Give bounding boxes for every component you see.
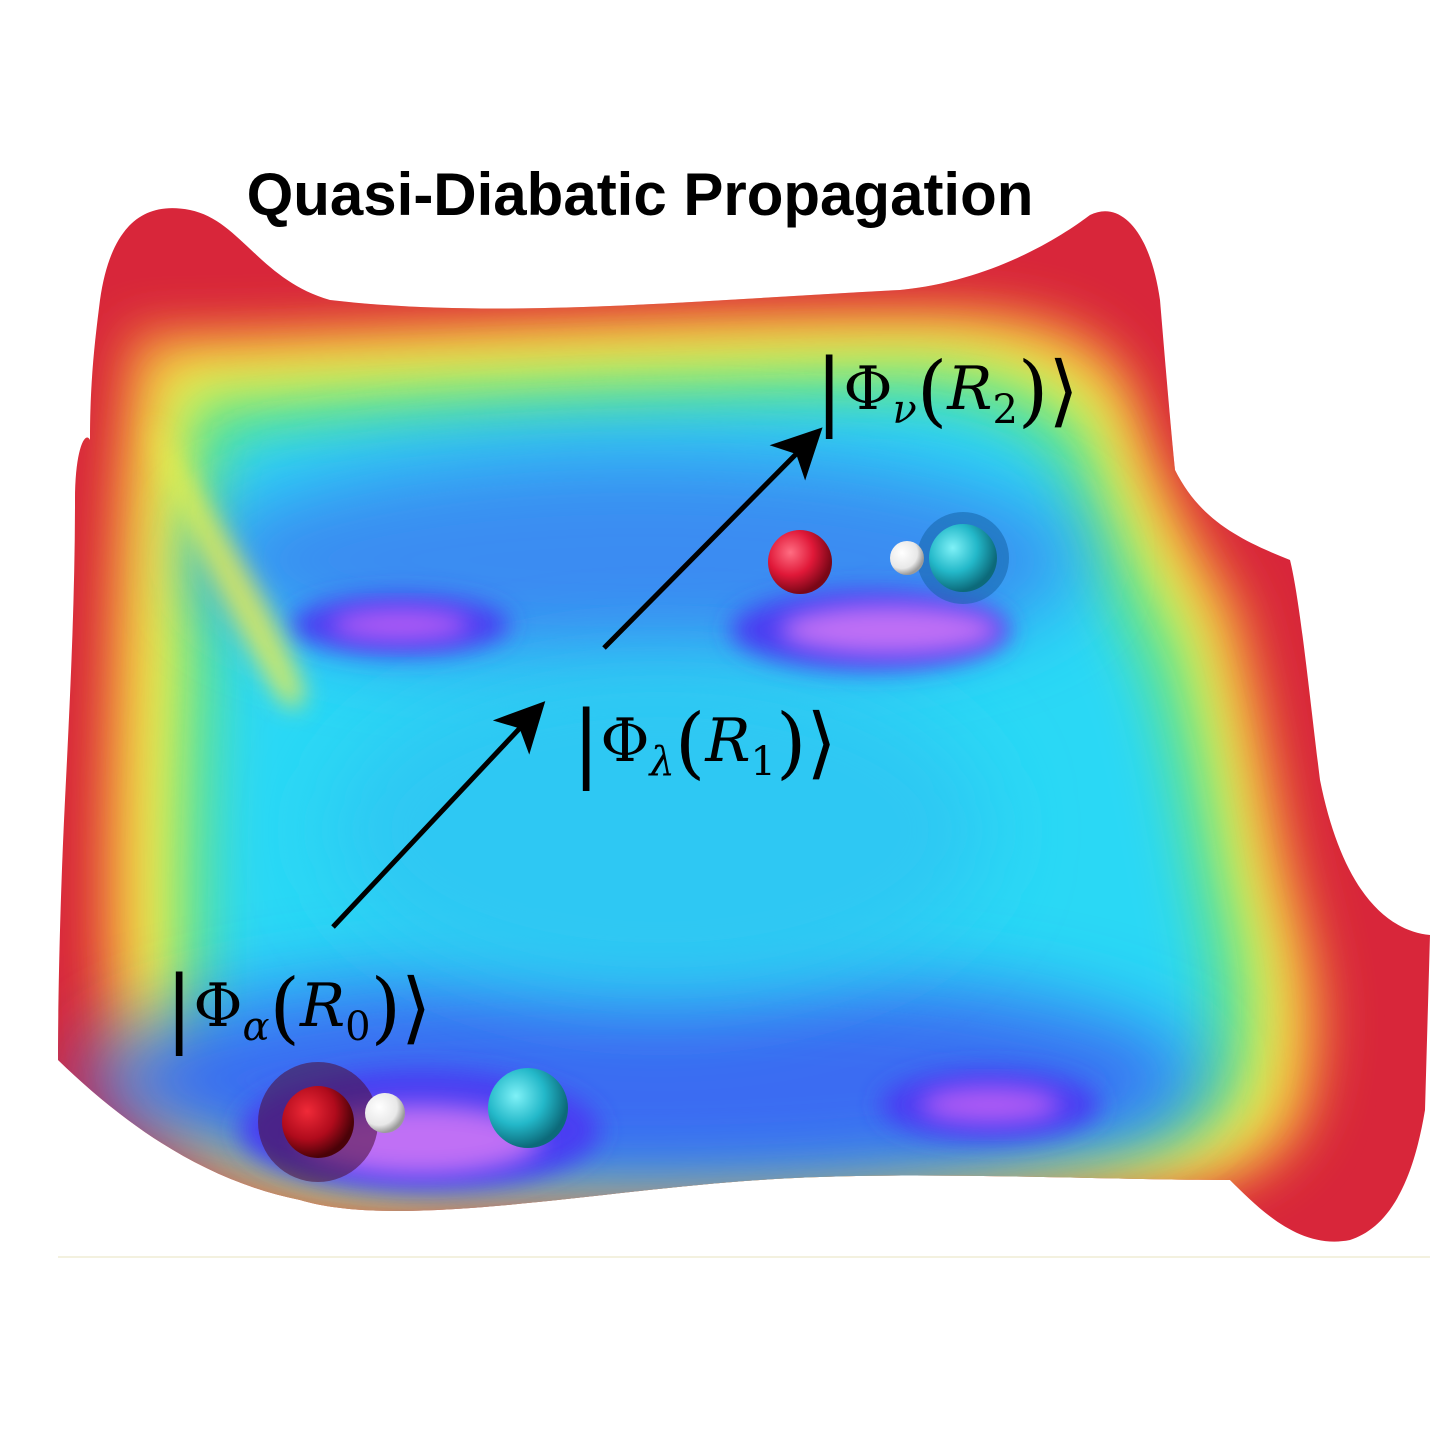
ket-R: R: [299, 971, 346, 1041]
ket-close-paren: ): [775, 698, 807, 788]
figure-title: Quasi-Diabatic Propagation: [246, 161, 1034, 228]
ket-angle: ⟩: [1048, 346, 1079, 436]
ket-open-paren: (: [269, 963, 300, 1053]
arrow-r1-to-r2: [602, 427, 823, 650]
ket-R: R: [705, 706, 751, 776]
ket-open-paren: (: [674, 698, 706, 788]
lower-white-atom: [365, 1093, 405, 1133]
ket-angle: ⟩: [401, 963, 432, 1053]
arrow-r0-to-r1: [331, 701, 546, 929]
ket-phi: Φ: [600, 706, 650, 776]
ket-subscript: α: [242, 1004, 270, 1050]
ket-bar: |: [165, 958, 194, 1056]
ket-subscript: ν: [892, 387, 917, 433]
ket-R-subscript: 0: [345, 1004, 371, 1050]
state-label-r0: |Φα(R0)⟩: [165, 965, 431, 1049]
upper-cyan-atom: [929, 524, 997, 592]
state-label-r1: |Φλ(R1)⟩: [572, 700, 837, 784]
upper-white-atom: [890, 541, 924, 575]
ket-R-subscript: 2: [992, 387, 1018, 433]
lower-red-atom: [282, 1086, 354, 1158]
ket-subscript: λ: [649, 739, 675, 785]
ket-bar: |: [815, 341, 844, 439]
ket-bar: |: [572, 693, 601, 791]
ket-R: R: [947, 354, 993, 424]
lower-cyan-atom: [488, 1068, 568, 1148]
ket-phi: Φ: [843, 354, 893, 424]
upper-red-atom: [768, 530, 832, 594]
state-label-r2: |Φν(R2)⟩: [815, 348, 1079, 432]
ket-angle: ⟩: [806, 698, 837, 788]
ket-phi: Φ: [193, 971, 243, 1041]
ket-open-paren: (: [916, 346, 948, 436]
ket-close-paren: ): [1017, 346, 1049, 436]
ket-R-subscript: 1: [750, 739, 776, 785]
ket-close-paren: ): [370, 963, 402, 1053]
